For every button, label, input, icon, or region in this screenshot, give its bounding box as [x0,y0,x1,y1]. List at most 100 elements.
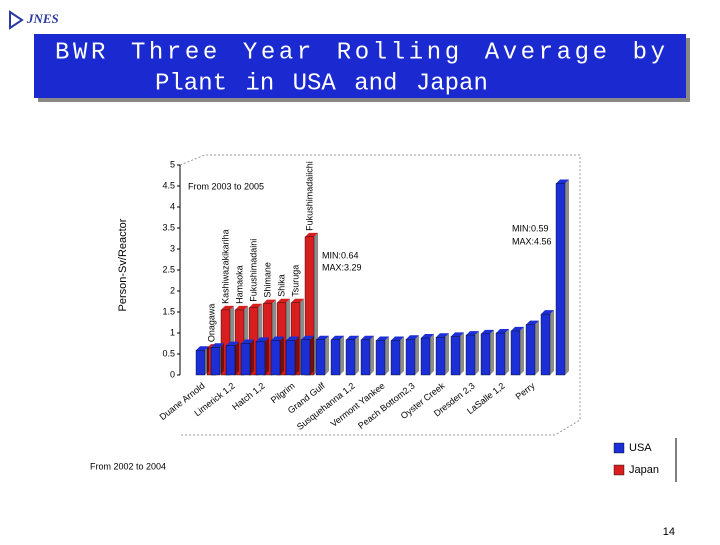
bar-top [406,335,419,340]
bar-top [196,346,209,351]
bar-top [211,343,224,348]
legend-swatch [613,442,625,454]
bar-top [421,334,434,339]
title-line: BWR Three Year Rolling Average by [55,39,665,66]
title-line: Plant in USA and Japan [155,70,488,97]
bar-side [490,329,494,375]
bar [300,339,311,376]
bar-top [271,336,284,341]
bar-side [430,334,434,375]
x-tick-label: Shika [276,274,286,297]
bar-side [235,341,239,375]
bar-side [205,346,209,375]
bar [555,183,566,376]
bar-top [263,299,276,304]
bar-top [305,232,318,237]
y-tick-label: 4 [170,201,175,211]
x-tick-label: Shimane [262,262,272,298]
y-tick-label: 3 [170,243,175,253]
bar-top [541,310,554,315]
bar-top [391,336,404,341]
bar [240,343,251,376]
bar-top [241,339,254,344]
y-tick-label: 3.5 [162,222,175,232]
bar-top [346,335,359,340]
bar [525,324,536,376]
bar-top [286,336,299,341]
bar-side [535,320,539,375]
bar-top [221,305,234,310]
bar-top [256,337,269,342]
x-tick-label: Hamaoka [234,265,244,304]
bar-top [291,298,304,303]
bar-side [310,335,314,375]
annotation: MAX:4.56 [512,236,552,246]
bar-side [475,331,479,375]
bar-side [340,335,344,375]
bar-side [445,333,449,375]
y-tick-label: 0 [170,369,175,379]
legend-label: Japan [629,464,659,476]
bar [450,336,461,376]
y-tick-label: 2.5 [162,264,175,274]
bar-side [565,179,569,375]
bar [360,339,371,376]
bar [495,332,506,376]
bar [435,337,446,376]
bar [330,339,341,376]
logo: JNES [26,11,59,26]
bar-top [277,298,290,303]
bar-top [526,320,539,325]
bar [285,340,296,376]
bar-top [376,336,389,341]
bar-side [550,310,554,375]
bar [480,333,491,376]
bar-side [370,335,374,375]
bar [375,340,386,376]
bar-top [556,179,569,184]
bar [390,340,401,376]
y-tick-label: 1 [170,327,175,337]
bar [540,313,551,376]
bar-side [355,335,359,375]
bar-side [295,336,299,375]
bar-side [280,336,284,375]
y-tick-label: 1.5 [162,306,175,316]
x-tick-label: Fukushimadaini [248,239,258,302]
bar [420,337,431,376]
bar-side [385,336,389,375]
bar [255,341,266,376]
bar-top [436,333,449,338]
bar-top [466,331,479,336]
bar-top [235,305,248,310]
bar [345,339,356,376]
x-tick-label: Fukushimadaiichi [304,161,314,231]
y-tick-label: 0.5 [162,348,175,358]
bar-side [250,339,254,375]
y-tick-label: 2 [170,285,175,295]
x-tick-label: Tsuruga [290,265,300,297]
x-tick-label: Kashiwazakikariha [220,229,230,304]
x-tick-label: Onagawa [206,304,216,343]
bar-top [496,329,509,333]
legend-label: USA [629,442,652,454]
annotation: MIN:0.59 [512,223,549,233]
bar-side [415,335,419,375]
bar-top [226,341,239,346]
annotation: MAX:3.29 [322,262,362,272]
bar [270,340,281,376]
bar [510,330,521,376]
bar-top [249,303,262,308]
bar-top [451,332,464,337]
logo-icon [9,10,24,30]
bar-top [511,326,524,331]
bar [225,345,236,376]
bar-top [316,335,329,340]
bar-side [505,329,509,375]
annotation: From 2002 to 2004 [90,461,166,471]
bar [210,347,221,376]
y-axis-label: Person-Sv/Reactor [117,218,129,311]
y-tick-label: 5 [170,159,175,169]
bar-top [301,335,314,340]
